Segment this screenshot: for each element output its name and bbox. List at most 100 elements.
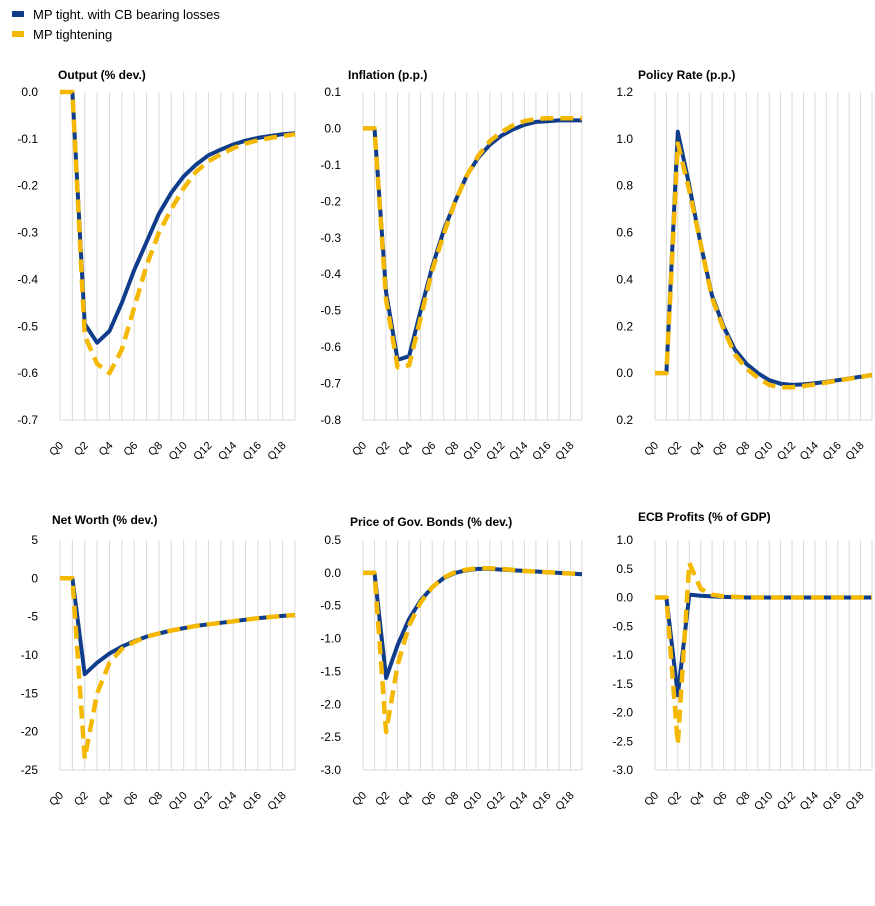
y-tick-label: 0.0 xyxy=(21,85,38,99)
y-tick-label: -0.3 xyxy=(320,231,341,245)
x-tick-label: Q4 xyxy=(396,440,415,459)
x-tick-label: Q0 xyxy=(642,790,661,809)
y-tick-label: -2.0 xyxy=(320,697,341,711)
x-tick-label: Q10 xyxy=(461,790,484,813)
y-tick-label: -1.5 xyxy=(612,677,633,691)
chart-panel-5: Price of Gov. Bonds (% dev.) 0.5 0.0 -0.5 -1… xyxy=(320,515,583,813)
x-tick-label: Q14 xyxy=(798,790,821,813)
x-tick-label: Q12 xyxy=(191,440,214,463)
legend-item-cb-losses: MP tight. with CB bearing losses xyxy=(12,4,412,24)
y-tick-label: -2.0 xyxy=(612,706,633,720)
y-tick-label: -0.8 xyxy=(320,413,341,427)
x-tick-label: Q16 xyxy=(241,790,264,813)
y-tick-label: -0.2 xyxy=(320,194,341,208)
y-tick-label: -20 xyxy=(21,725,39,739)
x-tick-label: Q2 xyxy=(72,440,91,459)
y-tick-label: -0.5 xyxy=(612,619,633,633)
y-tick-label: -0.1 xyxy=(320,158,341,172)
x-tick-label: Q4 xyxy=(97,440,116,459)
x-tick-label: Q8 xyxy=(146,440,165,459)
y-tick-label: 0.5 xyxy=(324,533,341,547)
x-tick-label: Q2 xyxy=(373,440,392,459)
chart-panel-1: Output (% dev.) 0.0 -0.1 -0.2 -0.3 -0.4 -0.5 -0… xyxy=(17,68,296,463)
x-tick-label: Q0 xyxy=(642,440,661,459)
y-tick-label: 0.0 xyxy=(324,121,341,135)
y-tick-label: 0.0 xyxy=(324,566,341,580)
y-tick-label: -10 xyxy=(21,648,39,662)
chart-title: Output (% dev.) xyxy=(58,68,146,82)
legend-label-cb-losses: MP tight. with CB bearing losses xyxy=(33,6,220,22)
chart-panel-6: ECB Profits (% of GDP) 1.0 0.5 0.0 -0.5 -1.0 -… xyxy=(612,510,873,813)
x-tick-label: Q10 xyxy=(461,440,484,463)
series-line-mp-tightening xyxy=(60,89,296,376)
y-tick-label: 0.6 xyxy=(616,226,633,240)
y-tick-label: -0.2 xyxy=(17,179,38,193)
y-tick-label: 0 xyxy=(31,571,38,585)
y-tick-label: -0.7 xyxy=(320,377,341,391)
x-tick-label: Q8 xyxy=(734,440,753,459)
x-tick-label: Q2 xyxy=(665,790,684,809)
x-tick-label: Q4 xyxy=(688,440,707,459)
y-tick-label: 0.0 xyxy=(616,591,633,605)
y-tick-label: -0.1 xyxy=(17,132,38,146)
series-line-cb-losses xyxy=(655,129,873,387)
chart-title: ECB Profits (% of GDP) xyxy=(638,510,771,524)
x-tick-label: Q14 xyxy=(507,790,530,813)
y-tick-label: -0.6 xyxy=(17,366,38,380)
x-tick-label: Q18 xyxy=(553,790,576,813)
x-tick-label: Q18 xyxy=(553,440,576,463)
x-tick-label: Q12 xyxy=(775,440,798,463)
x-tick-label: Q2 xyxy=(665,440,684,459)
chart-panel-2: Inflation (p.p.) 0.1 0.0 -0.1 -0.2 -0.3 -0.4 -0… xyxy=(320,68,583,463)
series-line-mp-tightening xyxy=(60,576,296,761)
y-tick-label: 0.1 xyxy=(324,85,341,99)
chart-panel-3: Policy Rate (p.p.) 1.2 1.0 0.8 0.6 0.4 0.2 0.0 0… xyxy=(616,68,873,463)
chart-title: Inflation (p.p.) xyxy=(348,68,427,82)
y-tick-label: -1.5 xyxy=(320,664,341,678)
x-tick-label: Q8 xyxy=(146,790,165,809)
y-tick-label: 1.0 xyxy=(616,533,633,547)
x-tick-label: Q16 xyxy=(530,790,553,813)
x-tick-label: Q18 xyxy=(844,790,867,813)
x-tick-label: Q0 xyxy=(47,440,66,459)
x-tick-label: Q12 xyxy=(191,790,214,813)
x-tick-label: Q8 xyxy=(442,440,461,459)
y-tick-label: 0.4 xyxy=(616,272,633,286)
y-tick-label: -2.5 xyxy=(320,730,341,744)
series-line-mp-tightening xyxy=(363,115,582,370)
legend-swatch-mp-tightening xyxy=(12,31,24,37)
y-tick-label: 0.2 xyxy=(616,319,633,333)
x-tick-label: Q2 xyxy=(373,790,392,809)
x-tick-label: Q0 xyxy=(47,790,66,809)
y-tick-label: -0.5 xyxy=(320,599,341,613)
y-tick-label: -0.5 xyxy=(320,304,341,318)
x-tick-label: Q0 xyxy=(350,790,369,809)
x-tick-label: Q8 xyxy=(734,790,753,809)
y-tick-label: -0.5 xyxy=(17,319,38,333)
series-line-cb-losses xyxy=(363,118,582,362)
y-tick-label: 5 xyxy=(31,533,38,547)
x-tick-label: Q0 xyxy=(350,440,369,459)
chart-title: Policy Rate (p.p.) xyxy=(638,68,735,82)
x-tick-label: Q18 xyxy=(266,440,289,463)
y-tick-label: 0.2 xyxy=(616,413,633,427)
legend: MP tight. with CB bearing losses MP tigh… xyxy=(12,4,412,48)
x-tick-label: Q6 xyxy=(711,440,730,459)
y-tick-label: -15 xyxy=(21,686,39,700)
series-line-mp-tightening xyxy=(655,560,872,747)
x-tick-label: Q12 xyxy=(484,790,507,813)
x-tick-label: Q14 xyxy=(216,790,239,813)
x-tick-label: Q10 xyxy=(752,790,775,813)
y-tick-label: -0.4 xyxy=(320,267,341,281)
x-tick-label: Q18 xyxy=(844,440,867,463)
series-line-cb-losses xyxy=(655,592,872,698)
y-tick-label: -1.0 xyxy=(320,632,341,646)
y-tick-label: -3.0 xyxy=(612,763,633,777)
x-tick-label: Q6 xyxy=(121,790,140,809)
x-tick-label: Q10 xyxy=(167,440,190,463)
x-tick-label: Q6 xyxy=(121,440,140,459)
x-tick-label: Q10 xyxy=(752,440,775,463)
y-tick-label: -3.0 xyxy=(320,763,341,777)
x-tick-label: Q6 xyxy=(419,790,438,809)
x-tick-label: Q4 xyxy=(396,790,415,809)
